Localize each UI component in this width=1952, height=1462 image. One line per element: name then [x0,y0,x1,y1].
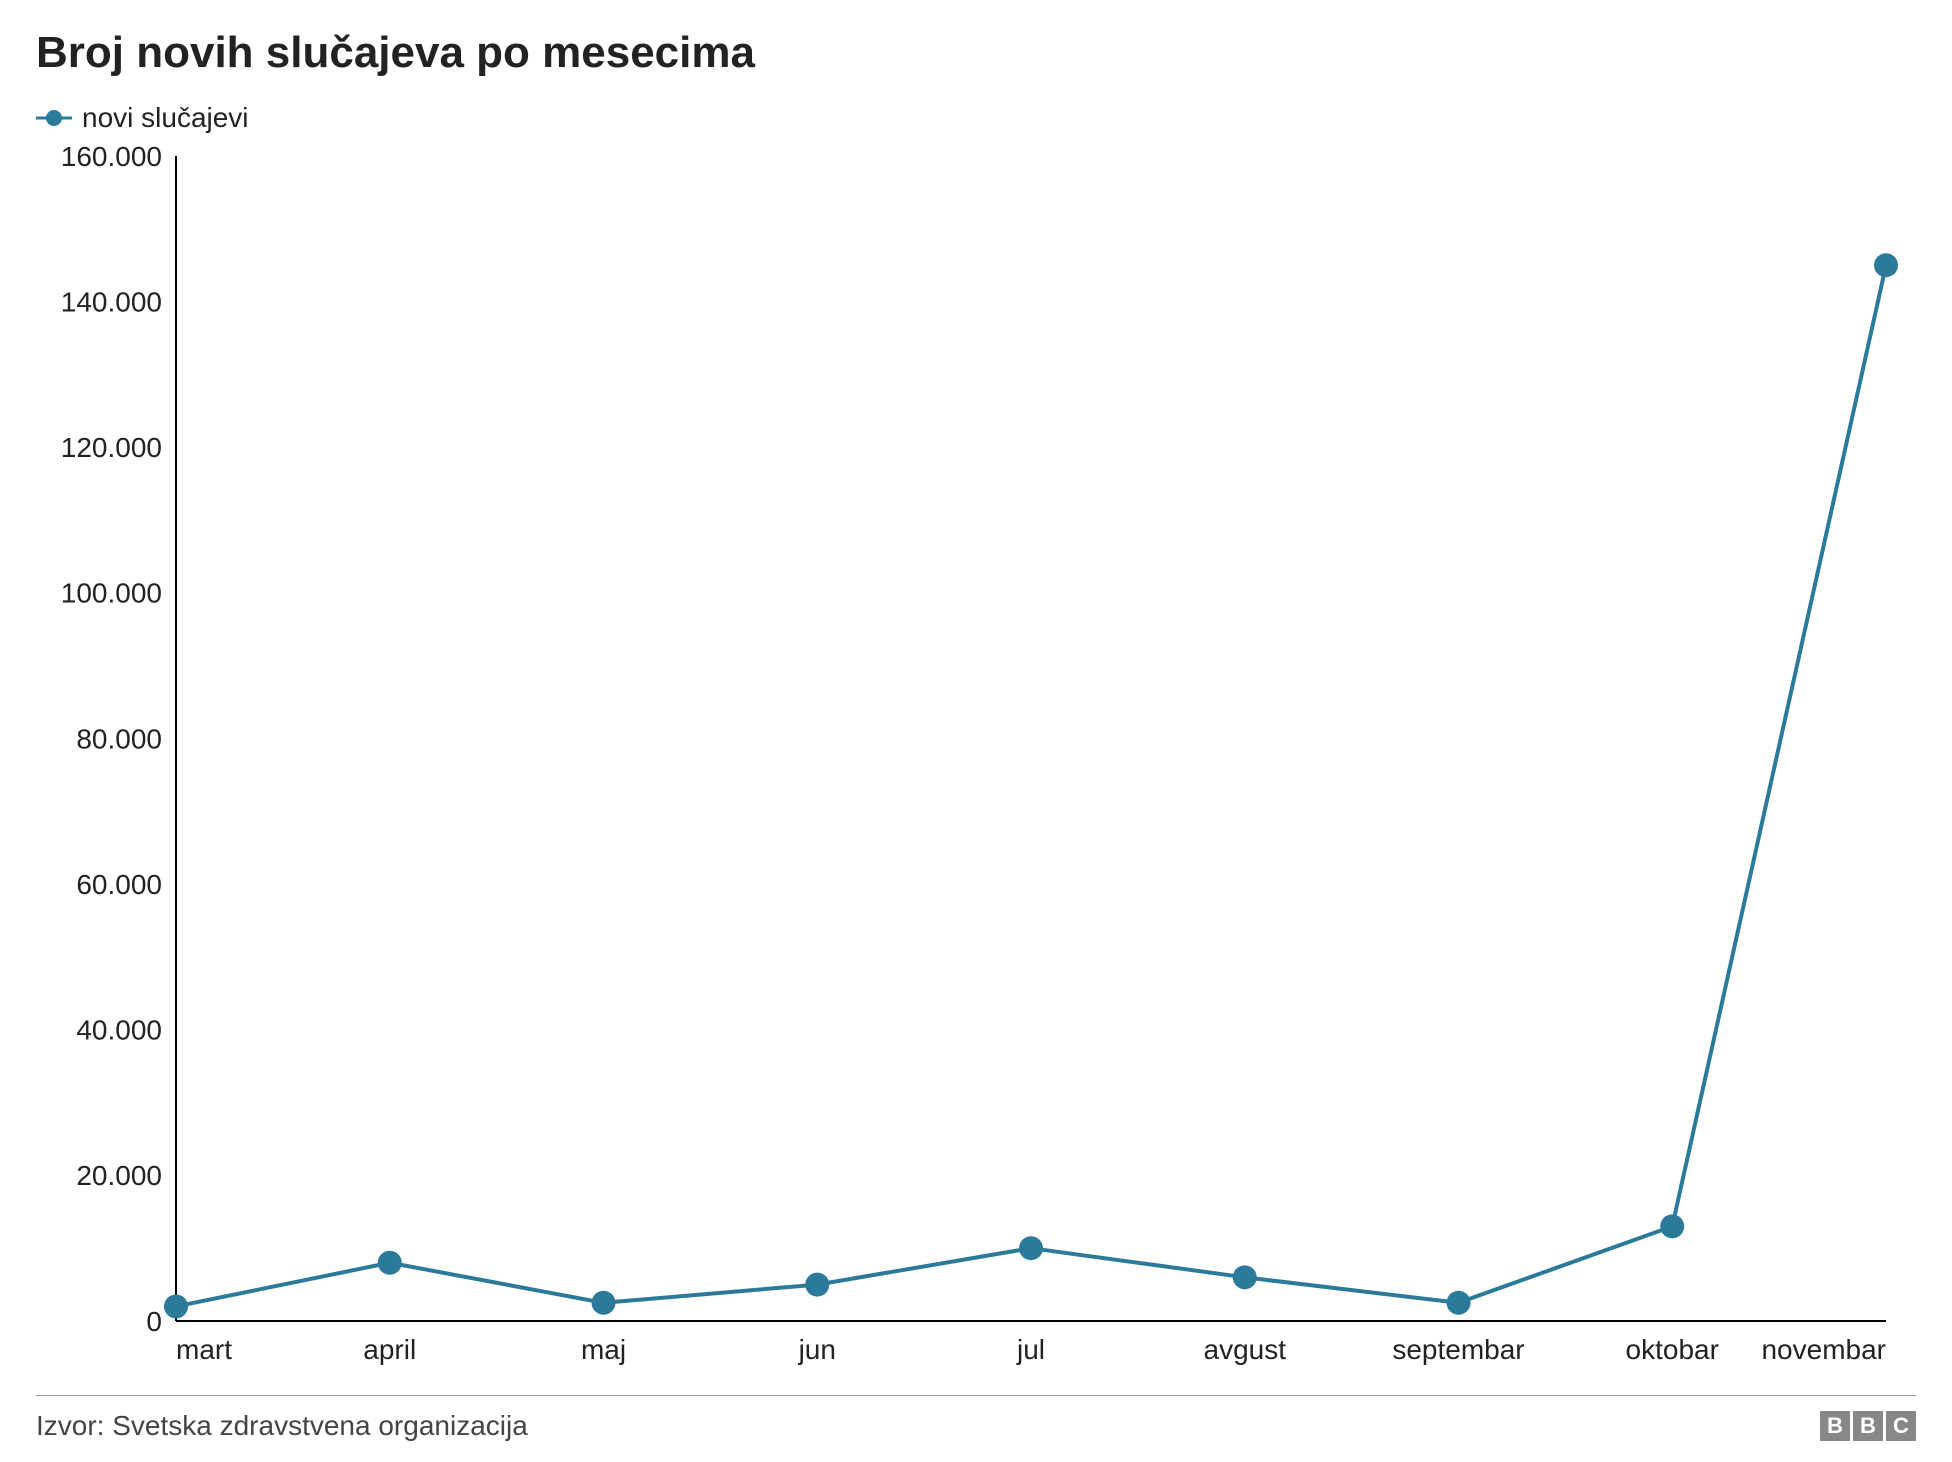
y-tick-label: 120.000 [61,432,162,463]
chart-plot-area: 0 20.000 40.000 60.000 80.000 100.000 120.000 1… [36,146,1916,1381]
bbc-logo: B B C [1820,1411,1916,1441]
x-tick-label: avgust [1204,1334,1287,1365]
x-tick-label: septembar [1392,1334,1524,1365]
legend: novi slučajevi [36,102,1916,134]
y-tick-label: 160.000 [61,146,162,172]
source-text: Izvor: Svetska zdravstvena organizacija [36,1410,528,1442]
y-tick-label: 60.000 [76,869,162,900]
y-tick-label: 20.000 [76,1160,162,1191]
x-tick-label: mart [176,1334,232,1365]
data-marker [805,1273,829,1297]
chart-container: Broj novih slučajeva po mesecima novi sl… [0,0,1952,1462]
y-tick-label: 80.000 [76,723,162,754]
data-marker [378,1251,402,1275]
legend-label: novi slučajevi [82,102,249,134]
x-tick-label: jul [1016,1334,1045,1365]
x-tick-label: novembar [1761,1334,1886,1365]
data-marker [164,1294,188,1318]
data-marker [592,1291,616,1315]
data-marker [1660,1214,1684,1238]
data-marker [1233,1265,1257,1289]
line-chart-svg: 0 20.000 40.000 60.000 80.000 100.000 120.000 1… [36,146,1916,1381]
bbc-logo-letter: B [1820,1411,1850,1441]
data-marker [1874,253,1898,277]
legend-swatch [36,108,72,128]
y-tick-label: 40.000 [76,1015,162,1046]
x-tick-label: maj [581,1334,626,1365]
bbc-logo-letter: C [1886,1411,1916,1441]
x-tick-label: april [363,1334,416,1365]
y-tick-label: 100.000 [61,578,162,609]
y-tick-label: 0 [146,1306,162,1337]
footer: Izvor: Svetska zdravstvena organizacija … [36,1395,1916,1442]
data-line [176,265,1886,1306]
x-tick-label: oktobar [1626,1334,1719,1365]
data-marker [1019,1236,1043,1260]
chart-title: Broj novih slučajeva po mesecima [36,28,1916,78]
y-tick-label: 140.000 [61,286,162,317]
bbc-logo-letter: B [1853,1411,1883,1441]
x-tick-label: jun [798,1334,836,1365]
data-marker [1447,1291,1471,1315]
